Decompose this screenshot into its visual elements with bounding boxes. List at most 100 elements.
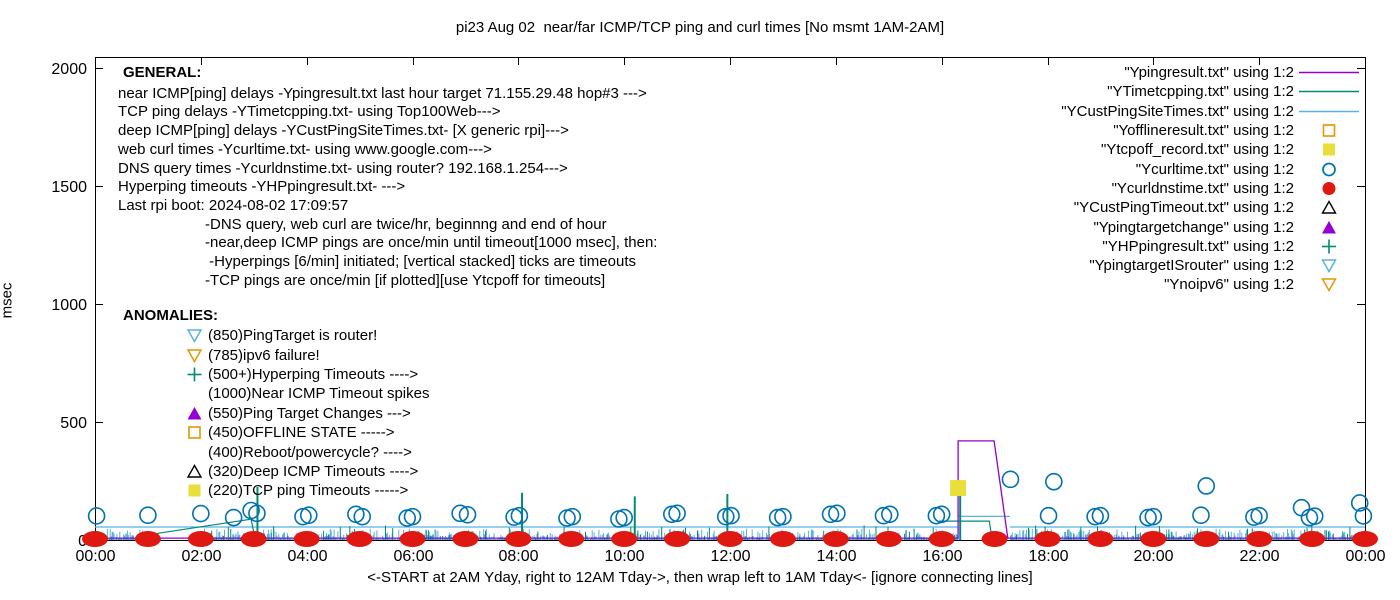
legend-marker-circle-open-icon	[1294, 162, 1364, 177]
series-Ypingresult.txt	[95, 440, 1365, 539]
anomaly-label: (400)Reboot/powercycle? ---->	[208, 443, 412, 461]
y-axis-label: msec	[0, 282, 16, 319]
x-tick-label: 20:00	[1133, 548, 1173, 565]
legend-label: "YTimetcpping.txt" using 1:2	[1107, 83, 1294, 101]
anomaly-marker-triangle-down-open-icon	[186, 348, 208, 363]
y-tick-label: 1500	[51, 179, 87, 196]
anomaly-marker-square-open-icon	[186, 425, 208, 440]
anomaly-marker-triangle-down-open-icon	[186, 328, 208, 344]
anomaly-row: (1000)Near ICMP Timeout spikes	[186, 384, 429, 403]
x-tick-label: 16:00	[922, 548, 962, 565]
legend-row: "YHPpingresult.txt" using 1:2	[1061, 237, 1364, 256]
legend-marker-triangle-down-open-icon	[1294, 258, 1364, 274]
x-tick-label: 22:00	[1239, 548, 1279, 565]
series-Ycurltime.txt	[87, 470, 1373, 528]
x-tick-label: 02:00	[181, 548, 221, 565]
legend-label: "YpingtargetISrouter" using 1:2	[1089, 257, 1294, 275]
anomaly-label: (450)OFFLINE STATE ----->	[208, 424, 395, 442]
legend-marker-square-filled-icon	[1294, 142, 1364, 157]
anomaly-row: (785)ipv6 failure!	[186, 345, 429, 364]
general-line: TCP ping delays -YTimetcpping.txt- using…	[118, 103, 501, 121]
legend-marker-circle-filled-icon	[1294, 181, 1364, 196]
general-text-block: GENERAL: near ICMP[ping] delays -Ypingre…	[118, 64, 657, 290]
legend-row: "Ypingtargetchange" using 1:2	[1061, 217, 1364, 236]
general-note: -TCP pings are once/min [if plotted][use…	[205, 271, 606, 289]
x-tick-label: 00:00	[75, 548, 115, 565]
x-tick-label: 14:00	[816, 548, 856, 565]
legend-row: "Ynoipv6" using 1:2	[1061, 275, 1364, 294]
legend-label: "YHPpingresult.txt" using 1:2	[1102, 237, 1294, 255]
anomaly-label: (850)PingTarget is router!	[208, 327, 378, 345]
x-tick-label: 12:00	[710, 548, 750, 565]
legend: "Ypingresult.txt" using 1:2 "YTimetcpping…	[1061, 63, 1364, 295]
general-line: DNS query times -Ycurldnstime.txt- using…	[118, 159, 568, 177]
series-Ycurldnstime.txt	[82, 531, 1378, 547]
y-tick-label: 2000	[51, 61, 87, 78]
legend-row: "Yofflineresult.txt" using 1:2	[1061, 121, 1364, 140]
legend-marker-line-icon	[1294, 104, 1364, 119]
general-line: Hyperping timeouts -YHPpingresult.txt- -…	[118, 178, 406, 196]
anomaly-label: (500+)Hyperping Timeouts ---->	[208, 365, 419, 383]
anomaly-label: (550)Ping Target Changes --->	[208, 404, 411, 422]
legend-label: "Ynoipv6" using 1:2	[1164, 276, 1294, 294]
x-tick-label: 10:00	[604, 548, 644, 565]
chart-title: pi23 Aug 02 near/far ICMP/TCP ping and c…	[455, 19, 945, 36]
general-lines: near ICMP[ping] delays -Ypingresult.txt …	[118, 85, 657, 216]
legend-marker-plus-icon	[1294, 239, 1364, 254]
legend-label: "Ypingresult.txt" using 1:2	[1124, 64, 1294, 82]
legend-label: "YCustPingTimeout.txt" using 1:2	[1073, 199, 1294, 217]
anomaly-row: (850)PingTarget is router!	[186, 326, 429, 345]
legend-row: "YCustPingTimeout.txt" using 1:2	[1061, 198, 1364, 217]
y-tick-label: 1000	[51, 297, 87, 314]
x-tick-label: 06:00	[393, 548, 433, 565]
legend-marker-line-icon	[1294, 84, 1364, 99]
anomaly-label: (1000)Near ICMP Timeout spikes	[208, 385, 430, 403]
legend-row: "Ycurldnstime.txt" using 1:2	[1061, 179, 1364, 198]
legend-label: "Ytcpoff_record.txt" using 1:2	[1101, 141, 1294, 159]
x-tick-label: 08:00	[498, 548, 538, 565]
y-tick-label: 500	[60, 415, 87, 432]
legend-label: "Ycurltime.txt" using 1:2	[1135, 160, 1294, 178]
x-tick-label: 18:00	[1028, 548, 1068, 565]
legend-label: "Yofflineresult.txt" using 1:2	[1113, 122, 1294, 140]
anomaly-label: (220)TCP ping Timeouts ----->	[208, 482, 409, 500]
general-notes: -DNS query, web curl are twice/hr, begin…	[205, 216, 657, 291]
general-line: Last rpi boot: 2024-08-02 17:09:57	[118, 196, 349, 214]
general-note: -DNS query, web curl are twice/hr, begin…	[205, 215, 607, 233]
general-heading: GENERAL:	[123, 64, 202, 81]
anomaly-row: (400)Reboot/powercycle? ---->	[186, 442, 429, 461]
legend-row: "Ycurltime.txt" using 1:2	[1061, 159, 1364, 178]
anomaly-label: (785)ipv6 failure!	[208, 346, 320, 364]
anomaly-row: (450)OFFLINE STATE ----->	[186, 423, 429, 442]
legend-row: "YCustPingSiteTimes.txt" using 1:2	[1061, 102, 1364, 121]
legend-label: "Ycurldnstime.txt" using 1:2	[1111, 179, 1294, 197]
anomalies-list: (850)PingTarget is router! (785)ipv6 fail…	[186, 326, 429, 501]
anomaly-marker-triangle-filled-icon	[186, 406, 208, 421]
legend-marker-triangle-down-open-icon	[1294, 277, 1364, 293]
legend-marker-triangle-open-icon	[1294, 200, 1364, 215]
y-tick-label: 0	[78, 533, 87, 550]
general-line: near ICMP[ping] delays -Ypingresult.txt …	[118, 84, 647, 102]
anomaly-marker-square-filled-icon	[186, 483, 208, 498]
legend-row: "YpingtargetISrouter" using 1:2	[1061, 256, 1364, 275]
x-tick-label: 00:00	[1345, 548, 1385, 565]
legend-row: "YTimetcpping.txt" using 1:2	[1061, 82, 1364, 101]
anomaly-marker-plus-icon	[186, 367, 208, 382]
general-line: deep ICMP[ping] delays -YCustPingSiteTim…	[118, 122, 569, 140]
legend-label: "YCustPingSiteTimes.txt" using 1:2	[1061, 102, 1294, 120]
general-note: -near,deep ICMP pings are once/min until…	[205, 234, 658, 252]
legend-row: "Ytcpoff_record.txt" using 1:2	[1061, 140, 1364, 159]
legend-marker-triangle-filled-icon	[1294, 220, 1364, 235]
legend-marker-line-icon	[1294, 65, 1364, 80]
anomaly-row: (550)Ping Target Changes --->	[186, 404, 429, 423]
x-axis-caption: <-START at 2AM Yday, right to 12AM Tday-…	[367, 569, 1033, 586]
general-note: -Hyperpings [6/min] initiated; [vertical…	[205, 253, 637, 271]
x-tick-label: 04:00	[287, 548, 327, 565]
legend-marker-square-open-icon	[1294, 123, 1364, 138]
anomaly-label: (320)Deep ICMP Timeouts ---->	[208, 462, 419, 480]
anomaly-row: (220)TCP ping Timeouts ----->	[186, 481, 429, 500]
series-Ytcpoff_record.txt	[950, 480, 967, 497]
anomaly-marker-triangle-open-icon	[186, 463, 208, 479]
